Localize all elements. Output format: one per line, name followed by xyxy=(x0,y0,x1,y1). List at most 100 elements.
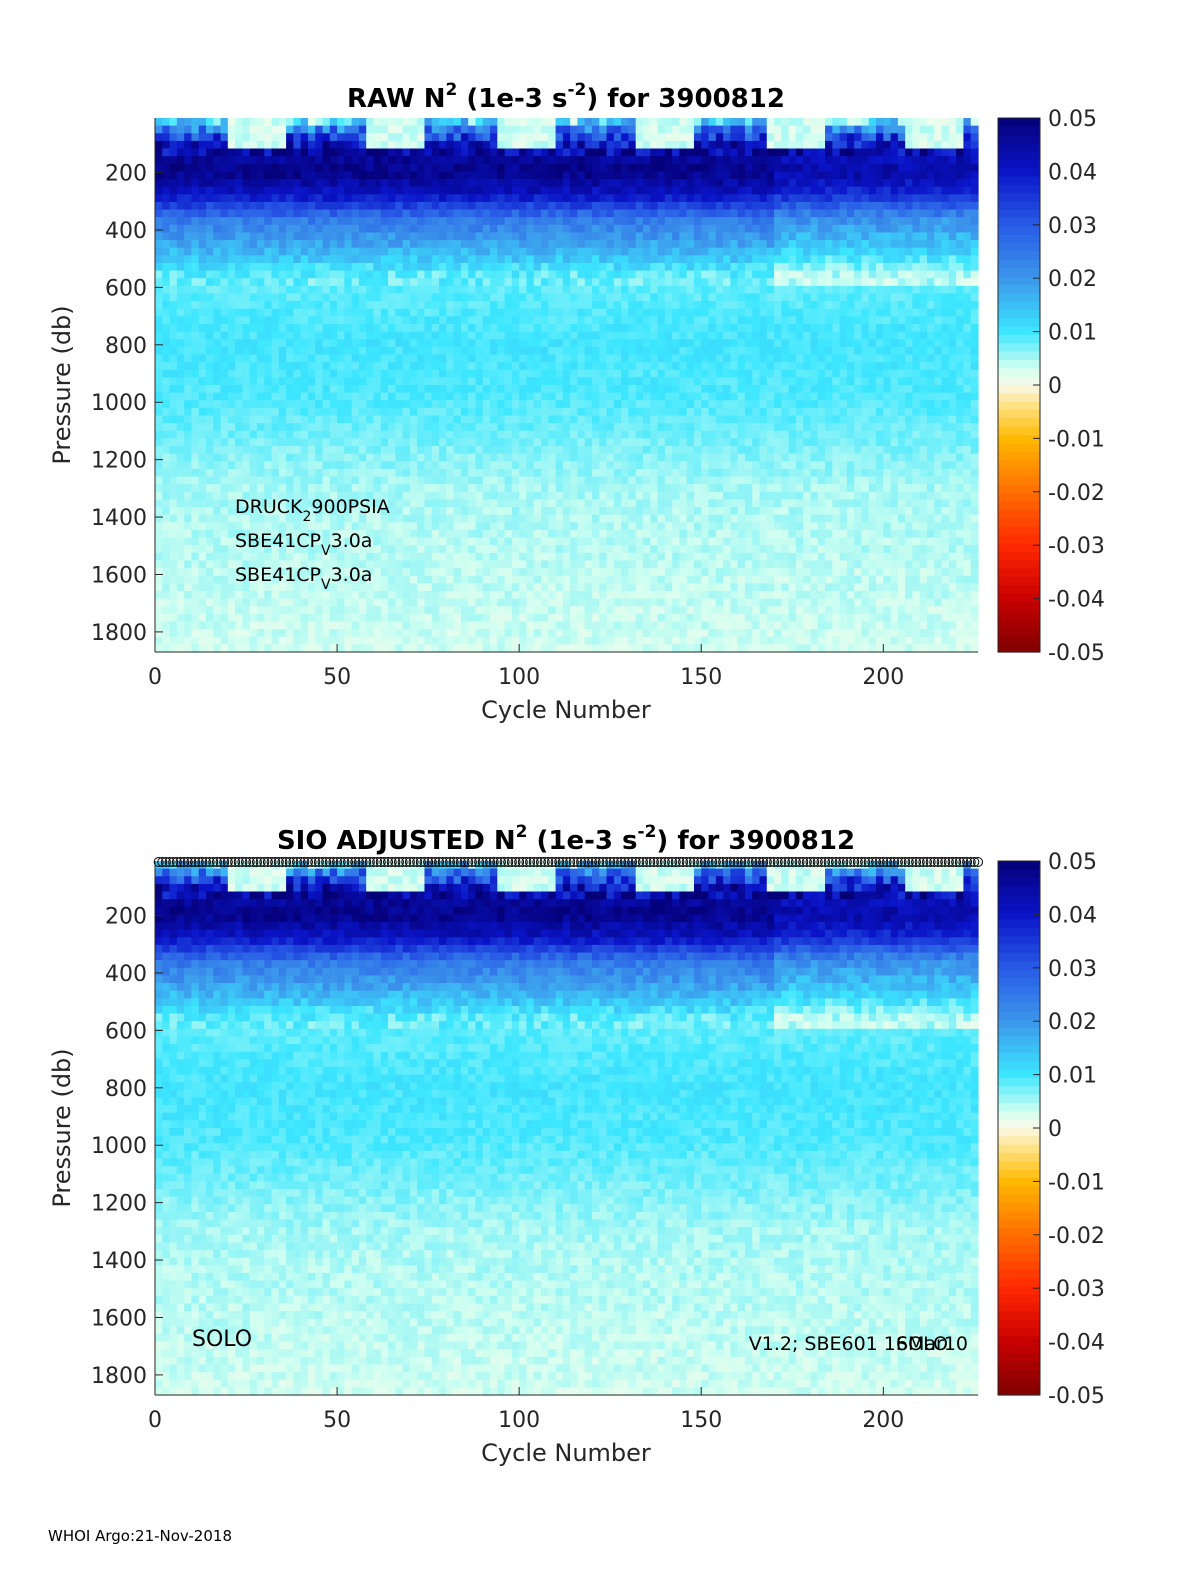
heatmap-cell xyxy=(301,644,309,652)
heatmap-cell xyxy=(556,591,564,599)
heatmap-cell xyxy=(505,309,513,317)
heatmap-cell xyxy=(221,423,229,431)
heatmap-cell xyxy=(577,354,585,362)
heatmap-cell xyxy=(658,171,666,179)
heatmap-cell xyxy=(264,416,272,424)
heatmap-cell xyxy=(497,522,505,530)
heatmap-cell xyxy=(592,553,600,561)
heatmap-cell xyxy=(272,644,280,652)
heatmap-cell xyxy=(344,614,352,622)
heatmap-cell xyxy=(599,293,607,301)
heatmap-cell xyxy=(403,408,411,416)
heatmap-cell xyxy=(191,309,199,317)
heatmap-cell xyxy=(556,644,564,652)
heatmap-cell xyxy=(577,210,585,218)
heatmap-cell xyxy=(446,492,454,500)
heatmap-cell xyxy=(563,515,571,523)
heatmap-cell xyxy=(592,126,600,134)
heatmap-cell xyxy=(213,187,221,195)
heatmap-cell xyxy=(636,606,644,614)
heatmap-cell xyxy=(526,324,534,332)
heatmap-cell xyxy=(505,293,513,301)
heatmap-cell xyxy=(177,591,185,599)
heatmap-cell xyxy=(162,271,170,279)
heatmap-cell xyxy=(614,309,622,317)
heatmap-cell xyxy=(410,614,418,622)
heatmap-cell xyxy=(279,484,287,492)
heatmap-cell xyxy=(512,438,520,446)
heatmap-cell xyxy=(264,477,272,485)
heatmap-cell xyxy=(308,461,316,469)
heatmap-cell xyxy=(563,400,571,408)
heatmap-cell xyxy=(614,629,622,637)
heatmap-cell xyxy=(534,377,542,385)
heatmap-cell xyxy=(621,194,629,202)
heatmap-cell xyxy=(512,286,520,294)
heatmap-cell xyxy=(221,530,229,538)
heatmap-cell xyxy=(213,271,221,279)
heatmap-cell xyxy=(344,286,352,294)
heatmap-cell xyxy=(293,194,301,202)
heatmap-cell xyxy=(505,171,513,179)
heatmap-cell xyxy=(257,614,265,622)
heatmap-cell xyxy=(359,629,367,637)
heatmap-cell xyxy=(315,278,323,286)
heatmap-cell xyxy=(359,293,367,301)
heatmap-cell xyxy=(315,621,323,629)
heatmap-cell xyxy=(191,293,199,301)
heatmap-cell xyxy=(388,629,396,637)
heatmap-cell xyxy=(170,568,178,576)
heatmap-cell xyxy=(446,278,454,286)
heatmap-cell xyxy=(242,606,250,614)
heatmap-cell xyxy=(432,309,440,317)
heatmap-cell xyxy=(432,370,440,378)
heatmap-cell xyxy=(242,202,250,210)
heatmap-cell xyxy=(490,370,498,378)
heatmap-cell xyxy=(577,545,585,553)
heatmap-cell xyxy=(468,301,476,309)
heatmap-cell xyxy=(286,377,294,385)
heatmap-cell xyxy=(308,194,316,202)
heatmap-cell xyxy=(636,507,644,515)
heatmap-cell xyxy=(403,316,411,324)
heatmap-cell xyxy=(614,522,622,530)
heatmap-cell xyxy=(410,133,418,141)
heatmap-cell xyxy=(658,149,666,157)
heatmap-cell xyxy=(439,339,447,347)
heatmap-cell xyxy=(563,553,571,561)
heatmap-cell xyxy=(461,408,469,416)
heatmap-cell xyxy=(497,271,505,279)
heatmap-cell xyxy=(191,210,199,218)
heatmap-cell xyxy=(410,240,418,248)
heatmap-cell xyxy=(483,477,491,485)
heatmap-cell xyxy=(206,248,214,256)
heatmap-cell xyxy=(417,446,425,454)
heatmap-cell xyxy=(388,118,396,126)
heatmap-cell xyxy=(497,583,505,591)
heatmap-cell xyxy=(658,255,666,263)
heatmap-cell xyxy=(162,637,170,645)
heatmap-cell xyxy=(607,133,615,141)
heatmap-cell xyxy=(483,286,491,294)
heatmap-cell xyxy=(526,126,534,134)
heatmap-cell xyxy=(468,515,476,523)
heatmap-cell xyxy=(526,354,534,362)
heatmap-cell xyxy=(228,255,236,263)
heatmap-cell xyxy=(395,606,403,614)
heatmap-cell xyxy=(366,393,374,401)
heatmap-cell xyxy=(526,194,534,202)
heatmap-cell xyxy=(228,156,236,164)
heatmap-cell xyxy=(577,553,585,561)
heatmap-cell xyxy=(257,263,265,271)
heatmap-cell xyxy=(337,591,345,599)
heatmap-cell xyxy=(395,438,403,446)
heatmap-cell xyxy=(454,293,462,301)
heatmap-cell xyxy=(497,507,505,515)
heatmap-cell xyxy=(374,316,382,324)
heatmap-cell xyxy=(585,438,593,446)
heatmap-cell xyxy=(213,606,221,614)
heatmap-cell xyxy=(257,301,265,309)
heatmap-cell xyxy=(628,149,636,157)
heatmap-cell xyxy=(475,118,483,126)
heatmap-cell xyxy=(395,423,403,431)
